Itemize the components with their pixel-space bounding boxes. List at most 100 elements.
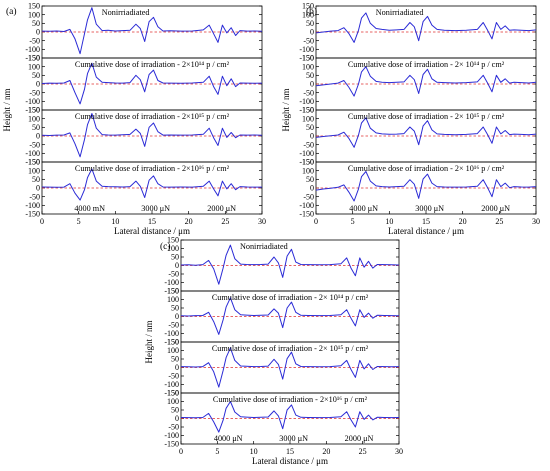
y-tick-label: 50: [32, 123, 40, 132]
y-tick-label: -100: [164, 329, 179, 338]
y-tick-label: -100: [299, 201, 314, 210]
load-label: 4000 mN: [74, 204, 105, 213]
y-tick-label: 50: [306, 71, 314, 80]
x-tick-label: 30: [532, 217, 540, 226]
strip-title: Cumulative dose of irradiation - 2× 10¹⁴…: [348, 60, 505, 69]
y-tick-label: -150: [164, 389, 179, 398]
y-tick-label: -150: [164, 287, 179, 296]
y-tick-label: 100: [28, 114, 40, 123]
x-tick-label: 0: [179, 447, 183, 456]
height-profile-line: [180, 347, 400, 388]
x-tick-label: 0: [40, 217, 44, 226]
y-tick-label: -150: [164, 440, 179, 449]
y-tick-label: -100: [25, 45, 40, 54]
x-tick-label: 15: [286, 447, 294, 456]
y-tick-label: 50: [171, 304, 179, 313]
y-tick-label: 0: [175, 363, 179, 372]
load-label: 3000 μN: [279, 434, 308, 443]
x-tick-label: 5: [215, 447, 219, 456]
y-tick-label: -50: [303, 192, 314, 201]
y-tick-label: -100: [299, 45, 314, 54]
y-tick-label: 150: [167, 236, 179, 245]
y-tick-label: 100: [302, 10, 314, 19]
x-axis-title: Lateral distance / μm: [114, 226, 190, 236]
x-axis-title: Lateral distance / μm: [252, 456, 328, 466]
chart-panel-2: (b)150100500-50-100-150Nonirriadiated150…: [281, 2, 540, 236]
panel-label: (b): [306, 6, 317, 17]
y-tick-label: 0: [310, 132, 314, 141]
y-tick-label: -100: [299, 97, 314, 106]
y-tick-label: 150: [302, 2, 314, 11]
y-tick-label: 150: [302, 158, 314, 167]
y-tick-label: -100: [25, 97, 40, 106]
strip-title: Nonirriadiated: [240, 242, 288, 251]
x-tick-label: 5: [351, 217, 355, 226]
y-tick-label: 100: [302, 166, 314, 175]
y-tick-label: -100: [299, 149, 314, 158]
y-tick-label: -100: [164, 278, 179, 287]
x-tick-label: 10: [111, 217, 119, 226]
x-tick-label: 30: [395, 447, 403, 456]
load-label: 3000 μN: [415, 204, 444, 213]
x-tick-label: 25: [359, 447, 367, 456]
y-tick-label: 0: [36, 80, 40, 89]
y-tick-label: -150: [25, 158, 40, 167]
height-profile-line: [41, 62, 263, 105]
y-tick-label: -100: [164, 380, 179, 389]
y-tick-label: -50: [168, 321, 179, 330]
x-tick-label: 20: [185, 217, 193, 226]
strip-title: Cumulative dose of irradiation - 2×10¹⁶ …: [75, 164, 230, 173]
strip-title: Nonirriadiated: [102, 8, 150, 17]
y-tick-label: 100: [167, 397, 179, 406]
x-tick-label: 10: [250, 447, 258, 456]
y-tick-label: 50: [171, 253, 179, 262]
y-axis-title: Height / nm: [281, 89, 291, 132]
load-label: 2000 μN: [481, 204, 510, 213]
y-tick-label: -150: [299, 158, 314, 167]
y-tick-label: 100: [28, 10, 40, 19]
y-tick-label: 100: [167, 244, 179, 253]
load-label: 3000 μN: [141, 204, 170, 213]
strip-title: Cumulative dose of irradiation - 2×10¹⁴ …: [75, 60, 230, 69]
y-tick-label: 150: [28, 158, 40, 167]
y-tick-label: 100: [167, 346, 179, 355]
y-tick-label: -50: [29, 140, 40, 149]
y-tick-label: -150: [299, 210, 314, 219]
y-tick-label: -150: [164, 338, 179, 347]
chart-panel-3: (c)150100500-50-100-150Nonirriadiated150…: [144, 236, 403, 466]
height-profile-line: [41, 113, 263, 158]
y-tick-label: 50: [306, 19, 314, 28]
y-tick-label: -100: [164, 431, 179, 440]
height-profile-line: [315, 66, 537, 97]
load-label: 4000 μN: [214, 434, 243, 443]
panel-label: (c): [160, 241, 171, 252]
x-tick-label: 0: [314, 217, 318, 226]
y-tick-label: 50: [32, 19, 40, 28]
y-axis-title: Height / nm: [144, 321, 154, 364]
strip-title: Cumulative dose of irradiation - 2× 10¹⁵…: [348, 112, 505, 121]
y-tick-label: 150: [28, 54, 40, 63]
y-tick-label: -150: [25, 54, 40, 63]
strip-title: Cumulative dose of irradiation - 2× 10¹⁴…: [212, 293, 369, 302]
height-profile-line: [180, 244, 400, 285]
y-tick-label: 100: [28, 166, 40, 175]
y-tick-label: -150: [299, 106, 314, 115]
y-tick-label: 0: [310, 28, 314, 37]
y-tick-label: -50: [168, 372, 179, 381]
x-tick-label: 25: [221, 217, 229, 226]
strip-title: Cumulative dose of irradiation - 2×10¹⁶ …: [213, 395, 368, 404]
x-tick-label: 15: [148, 217, 156, 226]
height-profile-line: [315, 117, 537, 148]
y-tick-label: 150: [302, 54, 314, 63]
strip-title: Cumulative dose of irradiation - 2× 10¹⁶…: [348, 164, 505, 173]
y-tick-label: 100: [302, 62, 314, 71]
y-tick-label: -50: [168, 270, 179, 279]
y-tick-label: 150: [167, 287, 179, 296]
y-tick-label: -50: [29, 88, 40, 97]
y-tick-label: 100: [167, 295, 179, 304]
y-axis-title: Height / nm: [2, 89, 12, 132]
height-profile-line: [315, 12, 537, 43]
y-tick-label: 150: [28, 106, 40, 115]
load-label: 2000 μN: [345, 434, 374, 443]
